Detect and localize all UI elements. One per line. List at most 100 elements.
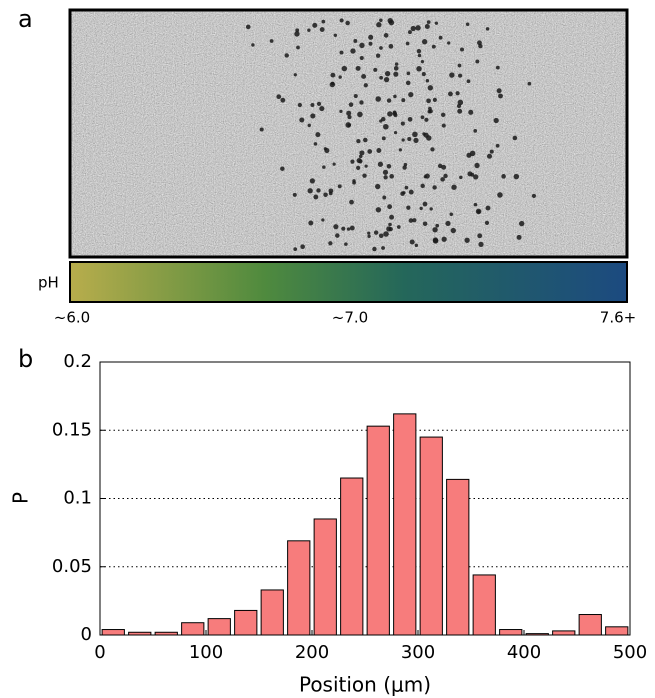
cell: [245, 24, 251, 30]
cell: [347, 123, 351, 127]
cell: [341, 65, 348, 72]
cell: [312, 22, 318, 28]
bar: [234, 609, 258, 636]
cell: [435, 223, 440, 228]
cell: [434, 21, 439, 25]
cell: [364, 164, 368, 168]
cell: [419, 206, 423, 211]
bar: [578, 614, 602, 636]
cell: [357, 111, 363, 118]
cell: [393, 66, 399, 71]
cell: [388, 226, 393, 232]
cell: [456, 104, 462, 109]
cell: [375, 53, 381, 58]
cell: [440, 112, 446, 118]
cell: [389, 174, 395, 179]
colorbar-label: ~7.0: [332, 309, 368, 327]
cell: [323, 192, 328, 198]
cell: [457, 63, 462, 68]
cell: [459, 175, 463, 180]
cell: [386, 163, 392, 169]
cell: [384, 70, 391, 77]
cell: [382, 195, 387, 200]
panel-label: a: [18, 5, 33, 33]
cell: [316, 101, 322, 106]
cell: [417, 53, 422, 58]
cell: [359, 100, 364, 105]
cell: [401, 98, 406, 103]
cell: [383, 76, 390, 83]
cell: [413, 137, 419, 143]
cell: [339, 50, 344, 55]
cell: [410, 25, 416, 32]
bar: [499, 629, 523, 636]
cell: [393, 130, 398, 135]
cell: [420, 60, 425, 64]
cell: [420, 115, 425, 120]
cell: [455, 91, 460, 96]
cell: [337, 184, 342, 189]
cell: [296, 45, 300, 50]
cell: [339, 109, 343, 113]
cell: [347, 115, 352, 120]
cell: [496, 88, 502, 94]
cell: [531, 193, 537, 199]
cell: [316, 188, 321, 193]
bar: [446, 478, 470, 636]
cell: [300, 244, 305, 249]
cell: [495, 143, 500, 148]
cell: [441, 164, 447, 170]
cell: [368, 34, 374, 40]
cell: [408, 91, 414, 98]
cell: [313, 142, 318, 146]
cell: [319, 27, 325, 32]
cell: [466, 79, 471, 84]
cell: [322, 165, 326, 169]
cell: [280, 166, 285, 171]
cell: [518, 220, 525, 227]
cell: [361, 73, 367, 79]
cell: [412, 131, 418, 138]
cell: [375, 96, 381, 102]
cell: [405, 80, 411, 86]
cell: [353, 39, 358, 43]
cell: [460, 47, 465, 52]
cell: [293, 73, 297, 77]
cell: [416, 48, 422, 54]
ph-colorbar: [69, 261, 628, 303]
cell: [379, 75, 383, 80]
cell: [400, 121, 405, 126]
cell: [451, 184, 457, 190]
colorbar-title: pH: [38, 274, 59, 292]
cell: [477, 210, 481, 214]
cell: [414, 243, 419, 248]
y-tick-label: 0: [81, 624, 92, 645]
bar: [260, 589, 284, 636]
cell: [474, 162, 480, 169]
cell: [473, 174, 479, 180]
cell: [269, 39, 274, 43]
cell: [310, 113, 316, 119]
cell: [441, 123, 446, 128]
cell: [432, 227, 438, 233]
cell: [473, 129, 478, 133]
cell: [350, 159, 355, 164]
cell: [477, 233, 483, 239]
cell-dots: [245, 17, 537, 252]
cell: [345, 20, 350, 26]
cell: [420, 183, 425, 189]
x-tick-label: 400: [507, 642, 541, 663]
cell: [373, 230, 379, 235]
bar: [552, 630, 576, 636]
cell: [438, 35, 443, 40]
cell: [394, 62, 399, 66]
cell: [393, 94, 397, 99]
cell: [309, 178, 315, 184]
cell: [398, 148, 402, 152]
cell: [321, 218, 325, 222]
cell: [378, 233, 384, 239]
bar: [366, 425, 390, 636]
cell: [432, 97, 437, 102]
cell: [315, 132, 321, 138]
cell: [486, 153, 493, 159]
